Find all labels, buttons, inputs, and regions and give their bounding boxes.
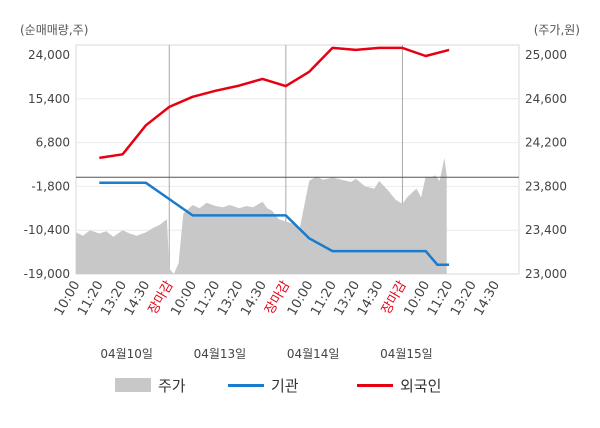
legend-label-price: 주가	[158, 377, 186, 395]
left-tick-label: -19,000	[24, 267, 70, 281]
date-label: 04월15일	[380, 347, 433, 361]
right-tick-label: 24,200	[525, 136, 567, 150]
left-tick-label: 24,000	[28, 48, 70, 62]
right-tick-label: 23,800	[525, 179, 567, 193]
legend-label-foreign: 외국인	[400, 377, 441, 395]
legend: 주가 기관 외국인	[115, 377, 441, 395]
legend-swatch-institution	[228, 384, 264, 387]
right-tick-label: 23,400	[525, 223, 567, 237]
date-labels: 04월10일 04월13일 04월14일 04월15일	[100, 347, 432, 361]
right-tick-label: 25,000	[525, 48, 567, 62]
legend-swatch-price	[115, 378, 151, 392]
legend-swatch-foreign	[357, 384, 393, 387]
date-label: 04월10일	[100, 347, 153, 361]
series-institution-line	[99, 181, 450, 267]
left-axis-ticks: 24,000 15,400 6,800 -1,800 -10,400 -19,000	[24, 48, 70, 281]
left-axis-unit: (순매매량,주)	[20, 23, 88, 37]
left-tick-label: 6,800	[36, 136, 70, 150]
date-label: 04월13일	[194, 347, 247, 361]
x-axis-ticks: 10:0011:2013:2014:30장마감10:0011:2013:2014…	[52, 278, 503, 318]
flow-line-series	[99, 46, 450, 267]
right-axis-ticks: 25,000 24,600 24,200 23,800 23,400 23,000	[525, 48, 567, 281]
right-tick-label: 24,600	[525, 92, 567, 106]
legend-label-institution: 기관	[271, 377, 299, 395]
left-tick-label: -10,400	[24, 223, 70, 237]
right-tick-label: 23,000	[525, 267, 567, 281]
right-axis-unit: (주가,원)	[534, 23, 580, 37]
left-tick-label: -1,800	[31, 179, 70, 193]
date-label: 04월14일	[287, 347, 340, 361]
series-foreign-line	[99, 46, 450, 160]
left-tick-label: 15,400	[28, 92, 70, 106]
